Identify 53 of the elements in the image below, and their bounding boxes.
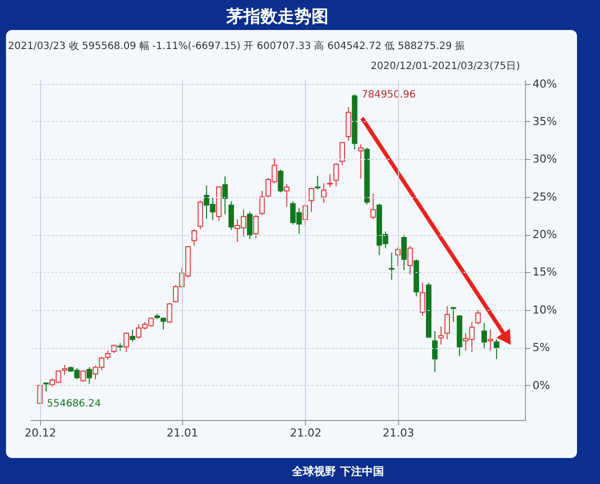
candlestick xyxy=(481,322,487,350)
candlestick xyxy=(246,211,252,240)
annotation: 554686.24 xyxy=(46,398,102,410)
candlestick xyxy=(166,302,172,324)
candlestick xyxy=(340,141,346,166)
candlestick xyxy=(222,176,228,215)
candlestick xyxy=(308,187,314,212)
candlestick xyxy=(278,169,284,193)
candlestick xyxy=(124,332,130,353)
candlestick xyxy=(494,338,500,360)
candlestick xyxy=(444,306,450,340)
annotation: 784950.96 xyxy=(362,89,416,100)
candlestick xyxy=(228,200,234,231)
x-tick-label: 20.12 xyxy=(24,426,56,440)
text: 2021/03/23 收 595568.09 幅 -1.11%(-6697.15) 开 600707.33 高 604542.72 低 588275.29 振 xyxy=(8,40,466,52)
candlestick xyxy=(37,384,43,404)
candlestick xyxy=(438,326,444,346)
candlestick xyxy=(432,330,438,372)
y-tick-label: 25% xyxy=(532,190,557,204)
candlestick xyxy=(86,366,92,384)
candlestick xyxy=(475,309,481,325)
candlestick xyxy=(488,329,494,352)
candlestick xyxy=(450,306,456,322)
candlestick xyxy=(253,214,259,239)
candlestick xyxy=(327,174,333,188)
chart-title: 茅指数走势图 xyxy=(226,7,328,27)
x-tick-label: 21.01 xyxy=(166,426,198,440)
candlestick xyxy=(358,144,364,180)
candlestick xyxy=(388,252,394,280)
candlestick xyxy=(401,234,407,270)
y-tick-label: 30% xyxy=(532,152,557,166)
x-tick-label: 21.03 xyxy=(382,426,414,440)
y-tick-label: 0% xyxy=(532,378,550,392)
y-tick-label: 35% xyxy=(532,114,557,128)
candlestick xyxy=(130,329,136,342)
y-tick-label: 15% xyxy=(532,266,557,279)
candlestick xyxy=(407,245,413,275)
candlestick xyxy=(62,364,68,376)
candlestick xyxy=(321,182,327,204)
y-tick-label: 20% xyxy=(532,228,557,242)
candlestick xyxy=(420,282,426,316)
candlestick xyxy=(314,175,320,190)
x-tick-label: 21.02 xyxy=(290,426,322,440)
candlestick xyxy=(191,228,197,246)
y-tick-label: 5% xyxy=(532,341,550,354)
candlestick xyxy=(370,193,376,220)
candlestick xyxy=(259,190,265,216)
y-tick-label: 10% xyxy=(532,303,557,316)
text: 2020/12/01-2021/03/23(75日) xyxy=(370,61,520,72)
text: 全球视野 下注中国 xyxy=(291,465,384,478)
candlestick xyxy=(333,162,339,187)
y-tick-label: 40% xyxy=(532,77,557,90)
candlestick xyxy=(284,184,290,208)
